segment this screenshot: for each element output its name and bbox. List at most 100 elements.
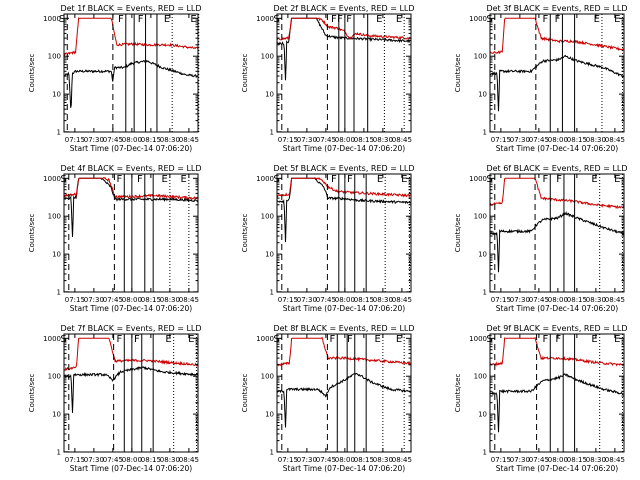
panel-8: Det 8f BLACK = Events, RED = LLD Counts/s… (241, 324, 415, 473)
x-tick-label: 07:30 (84, 456, 104, 464)
y-tick-label: 1000 (43, 335, 61, 343)
marker-label: E (376, 14, 382, 25)
x-tick-label: 07:45 (103, 136, 123, 144)
x-tick-label: 07:45 (316, 456, 336, 464)
x-tick-label: 08:45 (392, 296, 412, 304)
y-tick-label: 1000 (469, 175, 487, 183)
marker-label: F (331, 14, 337, 25)
series-black (490, 54, 624, 112)
marker-label: E (375, 334, 381, 345)
series-black (64, 177, 198, 238)
plot-frame (489, 333, 625, 453)
y-axis-label: Counts/sec (241, 214, 249, 253)
y-axis-label: Counts/sec (28, 54, 36, 93)
panel-1: Det 1f BLACK = Events, RED = LLD Counts/s… (28, 4, 202, 153)
series-black (277, 372, 411, 428)
x-tick-label: 08:00 (122, 136, 142, 144)
marker-label: F (555, 14, 561, 25)
y-tick-label: 1000 (256, 335, 274, 343)
x-tick-label: 08:30 (160, 296, 180, 304)
y-tick-label: 100 (474, 373, 487, 381)
panel-9: Det 9f BLACK = Events, RED = LLD Counts/s… (454, 324, 628, 473)
x-tick-label: 08:00 (548, 136, 568, 144)
marker-label: F (555, 334, 561, 345)
x-tick-label: 07:45 (103, 296, 123, 304)
y-tick-label: 1 (270, 128, 274, 136)
x-tick-label: 08:00 (335, 136, 355, 144)
series-red (277, 177, 411, 199)
x-tick-label: 08:00 (122, 456, 142, 464)
y-tick-label: 10 (52, 91, 61, 99)
series-black (490, 211, 624, 273)
marker-label: E (377, 174, 383, 185)
y-tick-label: 10 (478, 91, 487, 99)
series-black (490, 372, 624, 433)
y-tick-label: 100 (261, 53, 274, 61)
x-tick-label: 08:45 (179, 456, 199, 464)
panel-title: Det 6f BLACK = Events, RED = LLD (486, 164, 627, 173)
marker-label: F (137, 174, 143, 185)
x-axis-label: Start Time (07-Dec-14 07:06:20) (496, 144, 618, 153)
marker-label: S (59, 14, 65, 25)
marker-label: F (337, 14, 343, 25)
x-tick-label: 07:15 (491, 456, 511, 464)
x-tick-label: 08:00 (335, 456, 355, 464)
plot-frame (276, 13, 412, 133)
x-tick-label: 08:30 (373, 296, 393, 304)
x-tick-label: 08:15 (567, 136, 587, 144)
x-axis-label: Start Time (07-Dec-14 07:06:20) (283, 304, 405, 313)
y-tick-label: 1 (483, 128, 487, 136)
y-tick-label: 1 (57, 128, 61, 136)
plot-frame (276, 333, 412, 453)
marker-label: E (591, 334, 597, 345)
panel-title: Det 9f BLACK = Events, RED = LLD (486, 324, 627, 333)
y-axis-label: Counts/sec (28, 214, 36, 253)
x-tick-label: 07:45 (529, 456, 549, 464)
panel-4: Det 4f BLACK = Events, RED = LLD Counts/s… (28, 164, 202, 313)
x-tick-label: 07:30 (297, 136, 317, 144)
y-tick-label: 1 (483, 448, 487, 456)
x-tick-label: 08:15 (354, 136, 374, 144)
x-tick-label: 07:15 (278, 456, 298, 464)
marker-label: E (594, 14, 600, 25)
x-tick-label: 08:45 (605, 296, 625, 304)
series-red (64, 17, 198, 57)
y-tick-label: 100 (48, 53, 61, 61)
x-tick-label: 07:45 (103, 456, 123, 464)
plot-frame (276, 173, 412, 293)
series-black (64, 59, 198, 108)
plot-frame (63, 333, 199, 453)
y-tick-label: 1000 (43, 175, 61, 183)
x-axis-label: Start Time (07-Dec-14 07:06:20) (283, 464, 405, 473)
x-tick-label: 07:30 (84, 296, 104, 304)
x-tick-label: 08:45 (392, 456, 412, 464)
x-tick-label: 08:30 (373, 456, 393, 464)
panel-5: Det 5f BLACK = Events, RED = LLD Counts/s… (241, 164, 415, 313)
marker-label: F (556, 174, 562, 185)
marker-label: F (347, 174, 353, 185)
marker-label: F (543, 334, 549, 345)
x-tick-label: 08:00 (548, 456, 568, 464)
y-tick-label: 10 (478, 251, 487, 259)
marker-label: E (181, 174, 187, 185)
y-tick-label: 1000 (469, 15, 487, 23)
x-tick-label: 08:45 (179, 296, 199, 304)
y-axis-label: Counts/sec (241, 54, 249, 93)
x-tick-label: 07:30 (297, 296, 317, 304)
y-tick-label: 1000 (469, 335, 487, 343)
y-tick-label: 100 (48, 213, 61, 221)
y-tick-label: 1000 (256, 175, 274, 183)
marker-label: F (543, 14, 549, 25)
y-tick-label: 10 (265, 411, 274, 419)
y-tick-label: 100 (48, 373, 61, 381)
panel-7: Det 7f BLACK = Events, RED = LLD Counts/s… (28, 324, 202, 473)
series-red (64, 177, 198, 201)
y-tick-label: 100 (261, 373, 274, 381)
panel-title: Det 8f BLACK = Events, RED = LLD (273, 324, 414, 333)
x-tick-label: 07:30 (510, 296, 530, 304)
y-tick-label: 1 (270, 288, 274, 296)
y-tick-label: 1 (270, 448, 274, 456)
x-axis-label: Start Time (07-Dec-14 07:06:20) (70, 144, 192, 153)
x-tick-label: 08:15 (141, 456, 161, 464)
plot-frame (63, 13, 199, 133)
